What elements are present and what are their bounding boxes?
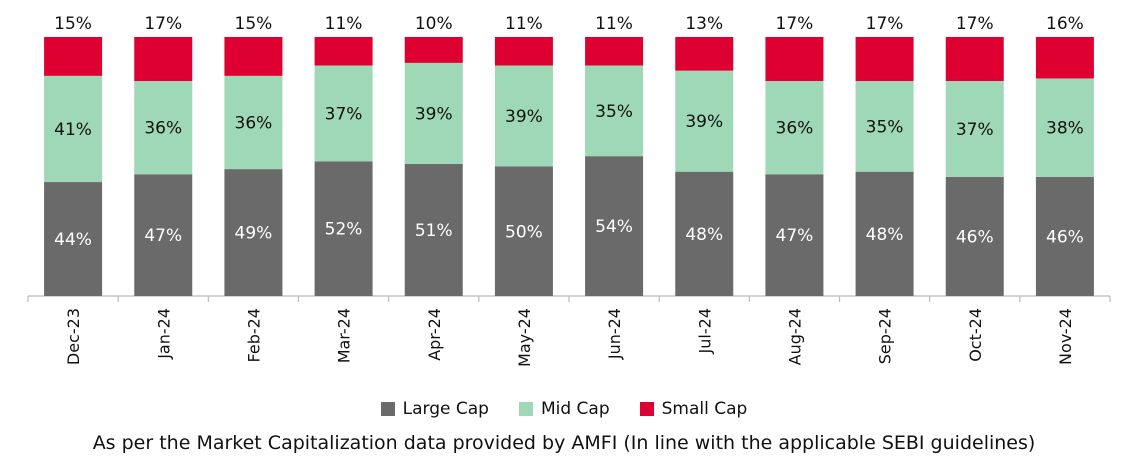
data-label-small-cap: 11%	[595, 14, 633, 34]
bar-large-cap	[494, 166, 553, 296]
data-label-large-cap: 47%	[776, 226, 814, 246]
data-label-small-cap: 17%	[956, 14, 994, 34]
data-label-small-cap: 17%	[866, 14, 904, 34]
bar-mid-cap	[675, 70, 734, 172]
x-tick-label: Oct-24	[966, 308, 985, 362]
data-label-small-cap: 15%	[235, 14, 273, 34]
legend-item-small-cap: Small Cap	[639, 399, 748, 419]
bar-small-cap	[855, 37, 914, 82]
data-label-small-cap: 15%	[54, 14, 92, 34]
x-tick-label: Jul-24	[695, 308, 714, 354]
bar-small-cap	[44, 37, 103, 76]
data-label-mid-cap: 36%	[144, 119, 182, 139]
bar-large-cap	[314, 161, 373, 296]
legend-swatch-large-cap	[380, 402, 395, 416]
data-label-mid-cap: 36%	[235, 113, 273, 133]
bar-large-cap	[1035, 176, 1094, 296]
bar-large-cap	[134, 174, 193, 296]
bar-mid-cap	[945, 81, 1004, 177]
legend-item-large-cap: Large Cap	[380, 399, 489, 419]
x-tick-label: Apr-24	[425, 308, 444, 361]
data-label-small-cap: 16%	[1046, 14, 1084, 34]
x-tick-label: Sep-24	[876, 308, 895, 364]
data-label-large-cap: 47%	[144, 226, 182, 246]
legend-label-large-cap: Large Cap	[402, 399, 489, 419]
data-label-large-cap: 46%	[956, 227, 994, 247]
x-tick-label: Aug-24	[785, 308, 804, 365]
bar-large-cap	[585, 156, 644, 296]
x-tick-label: May-24	[515, 308, 534, 367]
data-label-mid-cap: 36%	[776, 119, 814, 139]
data-label-large-cap: 51%	[415, 221, 453, 241]
data-label-large-cap: 52%	[325, 220, 363, 240]
data-label-mid-cap: 37%	[325, 104, 363, 124]
data-label-mid-cap: 37%	[956, 120, 994, 140]
data-label-small-cap: 11%	[325, 14, 363, 34]
legend-label-small-cap: Small Cap	[661, 399, 748, 419]
x-tick-label: Feb-24	[244, 308, 263, 362]
bar-large-cap	[44, 182, 103, 296]
chart-svg: 44% 41% 15% Dec-23 47% 36% 17% Jan-24 49% 36% 15% F…	[27, 14, 1111, 367]
bar-large-cap	[945, 176, 1004, 296]
data-label-large-cap: 46%	[1046, 227, 1084, 247]
data-label-large-cap: 54%	[595, 217, 633, 237]
bar-small-cap	[585, 37, 644, 66]
data-label-mid-cap: 35%	[595, 102, 633, 122]
bar-mid-cap	[855, 81, 914, 172]
bar-small-cap	[1035, 37, 1094, 79]
bar-mid-cap	[1035, 78, 1094, 177]
bar-large-cap	[855, 171, 914, 296]
bar-mid-cap	[404, 62, 463, 164]
data-label-mid-cap: 35%	[866, 117, 904, 137]
legend-swatch-small-cap	[639, 402, 654, 416]
data-label-large-cap: 49%	[235, 224, 273, 244]
legend-swatch-mid-cap	[518, 402, 533, 416]
bar-mid-cap	[134, 81, 193, 175]
bar-small-cap	[314, 37, 373, 66]
bar-large-cap	[765, 174, 824, 296]
data-label-small-cap: 11%	[505, 14, 543, 34]
data-label-small-cap: 13%	[685, 14, 723, 34]
data-label-mid-cap: 38%	[1046, 119, 1084, 139]
bar-mid-cap	[494, 65, 553, 167]
data-label-large-cap: 44%	[54, 230, 92, 250]
data-label-mid-cap: 39%	[415, 104, 453, 124]
stacked-bar-chart: 44% 41% 15% Dec-23 47% 36% 17% Jan-24 49% 36% 15% F…	[27, 14, 1111, 367]
footnote: As per the Market Capitalization data pr…	[92, 432, 1036, 454]
bar-mid-cap	[224, 75, 283, 170]
data-label-small-cap: 10%	[415, 14, 453, 34]
legend-label-mid-cap: Mid Cap	[540, 399, 610, 419]
bar-small-cap	[945, 37, 1004, 82]
bar-small-cap	[675, 37, 734, 71]
bar-large-cap	[675, 171, 734, 296]
data-label-small-cap: 17%	[144, 14, 182, 34]
bar-mid-cap	[585, 65, 644, 157]
bar-small-cap	[224, 37, 283, 76]
bar-small-cap	[134, 37, 193, 82]
bar-large-cap	[224, 169, 283, 296]
data-label-mid-cap: 39%	[685, 112, 723, 132]
data-label-large-cap: 50%	[505, 222, 543, 242]
data-label-small-cap: 17%	[776, 14, 814, 34]
bar-mid-cap	[44, 75, 103, 183]
x-tick-label: Nov-24	[1056, 308, 1075, 365]
data-label-mid-cap: 41%	[54, 120, 92, 140]
legend-item-mid-cap: Mid Cap	[518, 399, 610, 419]
x-tick-label: Mar-24	[335, 308, 354, 363]
bar-mid-cap	[765, 81, 824, 175]
data-label-large-cap: 48%	[685, 225, 723, 245]
bar-small-cap	[404, 37, 463, 63]
x-tick-label: Jan-24	[154, 308, 173, 360]
bar-mid-cap	[314, 65, 373, 162]
data-label-large-cap: 48%	[866, 225, 904, 245]
bar-small-cap	[765, 37, 824, 82]
legend: Large Cap Mid Cap Small Cap	[0, 398, 1128, 420]
x-tick-label: Jun-24	[605, 308, 624, 360]
x-tick-label: Dec-23	[64, 308, 83, 365]
data-label-mid-cap: 39%	[505, 107, 543, 127]
bar-small-cap	[494, 37, 553, 66]
bar-large-cap	[404, 163, 463, 296]
